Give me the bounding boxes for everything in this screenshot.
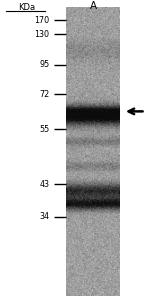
Text: 72: 72 bbox=[39, 90, 50, 99]
Text: 34: 34 bbox=[39, 212, 50, 221]
Text: 55: 55 bbox=[39, 125, 50, 134]
Text: 43: 43 bbox=[39, 180, 50, 189]
Text: KDa: KDa bbox=[18, 3, 36, 12]
Text: A: A bbox=[89, 1, 97, 12]
Text: 130: 130 bbox=[34, 30, 50, 39]
Text: 95: 95 bbox=[39, 60, 50, 69]
Text: 170: 170 bbox=[34, 16, 50, 25]
